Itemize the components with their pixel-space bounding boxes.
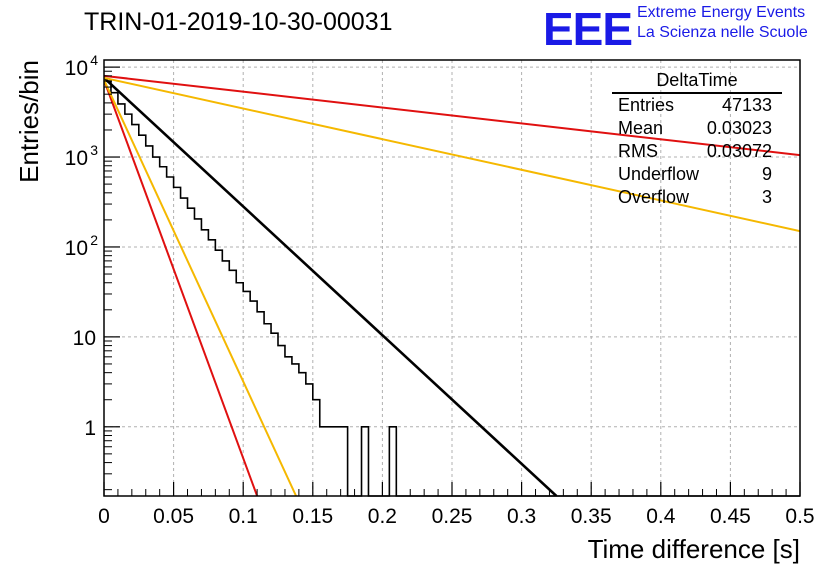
y-tick-exponent: 3 (90, 142, 98, 158)
x-axis-title: Time difference [s] (588, 534, 800, 564)
x-tick-label: 0.35 (571, 505, 612, 528)
stats-title: DeltaTime (612, 70, 782, 94)
logo-line-2: La Scienza nelle Scuole (637, 24, 808, 41)
stats-value: 0.03023 (706, 118, 772, 138)
y-tick-exponent: 2 (90, 232, 98, 248)
stats-row: RMS 0.03072 (612, 140, 782, 163)
fit-line (104, 76, 800, 233)
x-tick-label: 0.2 (368, 505, 397, 528)
stats-label: RMS (618, 141, 658, 161)
y-tick-label: 10 (73, 327, 96, 350)
stats-row: Mean 0.03023 (612, 117, 782, 140)
y-tick-label: 10 (65, 237, 88, 260)
stats-label: Entries (618, 95, 675, 115)
x-tick-label: 0 (98, 505, 110, 528)
x-tick-label: 0.3 (507, 505, 536, 528)
fit-line (104, 76, 558, 496)
x-tick-label: 0.05 (153, 505, 194, 528)
stats-value: 47133 (721, 95, 772, 115)
x-tick-label: 0.25 (432, 505, 473, 528)
stats-box: DeltaTime Entries 47133 Mean 0.03023 RMS 0.… (612, 70, 782, 209)
fit-line (104, 79, 259, 496)
y-tick-label: 10 (65, 57, 88, 80)
x-tick-label: 0.1 (229, 505, 258, 528)
fit-line (104, 79, 298, 496)
x-tick-label: 0.5 (785, 505, 814, 528)
stats-value: 3 (761, 187, 772, 207)
logo-line-1: Extreme Energy Events (637, 4, 806, 21)
y-tick-label: 1 (84, 417, 96, 440)
y-tick-label: 10 (65, 147, 88, 170)
stats-row: Entries 47133 (612, 94, 782, 117)
stats-value: 9 (761, 164, 772, 184)
stats-label: Underflow (618, 164, 700, 184)
stats-label: Overflow (618, 187, 690, 207)
y-tick-exponent: 4 (90, 52, 98, 68)
stats-value: 0.03072 (706, 141, 772, 161)
x-tick-label: 0.15 (292, 505, 333, 528)
stats-label: Mean (618, 118, 664, 138)
stats-row: Underflow 9 (612, 163, 782, 186)
stats-row: Overflow 3 (612, 186, 782, 209)
logo-caption: Extreme Energy Events La Scienza nelle S… (637, 3, 808, 43)
fit-line (104, 74, 800, 157)
y-axis-title: Entries/bin (14, 60, 44, 183)
eee-logo: EEE (543, 3, 633, 55)
chart-title: TRIN-01-2019-10-30-00031 (84, 8, 393, 36)
x-tick-label: 0.4 (646, 505, 676, 528)
x-tick-label: 0.45 (710, 505, 751, 528)
